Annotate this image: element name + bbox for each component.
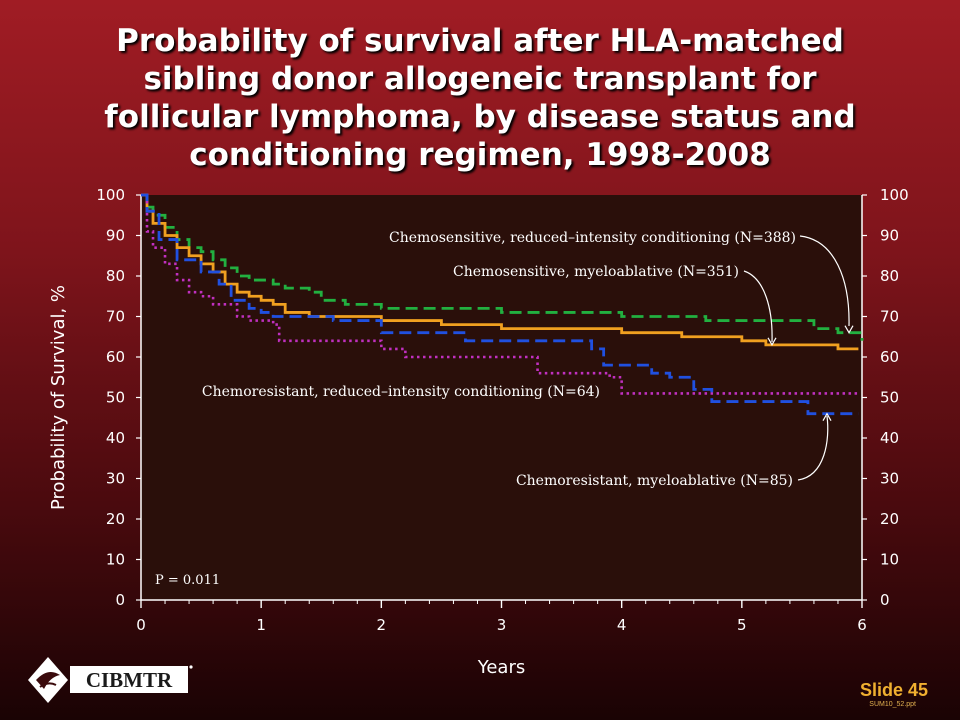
title-line: sibling donor allogeneic transplant for <box>143 61 817 97</box>
y-tick-label-right: 100 <box>880 186 909 204</box>
plot-area <box>141 195 862 600</box>
x-tick-label: 4 <box>617 616 627 634</box>
x-tick-label: 1 <box>256 616 266 634</box>
series-label-1: Chemosensitive, reduced–intensity condit… <box>389 230 796 246</box>
logo-emblem-icon <box>28 657 68 703</box>
series-label-3: Chemoresistant, reduced–intensity condit… <box>202 384 600 400</box>
y-tick-label-left: 0 <box>115 591 125 609</box>
x-tick-label: 6 <box>857 616 867 634</box>
y-tick-label-left: 40 <box>106 429 125 447</box>
y-tick-label-left: 80 <box>106 267 125 285</box>
y-tick-label-left: 10 <box>106 551 125 569</box>
x-tick-label: 2 <box>377 616 387 634</box>
title-line: Probability of survival after HLA-matche… <box>116 23 844 59</box>
y-tick-label-left: 90 <box>106 227 125 245</box>
y-tick-label-right: 80 <box>880 267 899 285</box>
y-tick-label-right: 90 <box>880 227 899 245</box>
y-tick-label-left: 20 <box>106 510 125 528</box>
y-tick-label-left: 30 <box>106 470 125 488</box>
x-axis-label: Years <box>477 657 526 678</box>
x-tick-label: 5 <box>737 616 747 634</box>
y-tick-label-right: 50 <box>880 389 899 407</box>
y-tick-label-right: 40 <box>880 429 899 447</box>
series-line-4 <box>141 193 859 416</box>
cibmtr-logo: CIBMTR <box>28 657 193 703</box>
series-label-pointer <box>797 415 829 481</box>
logo-dot <box>189 665 193 669</box>
series-label-arrowhead <box>767 337 777 347</box>
series-label-pointer <box>743 270 773 343</box>
y-tick-label-left: 60 <box>106 348 125 366</box>
slide-number: Slide 45 <box>859 680 928 700</box>
y-tick-label-left: 70 <box>106 308 125 326</box>
series-line-1 <box>141 193 864 341</box>
y-tick-label-right: 30 <box>880 470 899 488</box>
y-tick-label-right: 10 <box>880 551 899 569</box>
series-label-4: Chemoresistant, myeloablative (N=85) <box>516 473 793 489</box>
slide-reference: SUM10_52.ppt <box>869 701 916 708</box>
y-tick-label-right: 60 <box>880 348 899 366</box>
logo-box <box>70 666 188 693</box>
p-value-annotation: P = 0.011 <box>155 573 220 588</box>
title-line: conditioning regimen, 1998-2008 <box>189 137 771 173</box>
logo-text: CIBMTR <box>86 668 173 692</box>
y-tick-label-left: 50 <box>106 389 125 407</box>
series-label-pointer <box>799 235 850 327</box>
x-tick-label: 0 <box>136 616 146 634</box>
x-tick-label: 3 <box>497 616 507 634</box>
slide-title: Probability of survival after HLA-matche… <box>40 22 920 174</box>
y-tick-label-right: 70 <box>880 308 899 326</box>
series-label-2: Chemosensitive, myeloablative (N=351) <box>453 264 739 280</box>
title-line: follicular lymphoma, by disease status a… <box>104 99 856 135</box>
series-label-arrowhead <box>844 325 854 334</box>
y-tick-label-right: 20 <box>880 510 899 528</box>
y-tick-label-right: 0 <box>880 591 890 609</box>
series-label-arrowhead <box>822 412 832 421</box>
y-tick-label-left: 100 <box>96 186 125 204</box>
y-axis-label: Probability of Survival, % <box>48 285 69 510</box>
series-line-2 <box>141 193 859 351</box>
